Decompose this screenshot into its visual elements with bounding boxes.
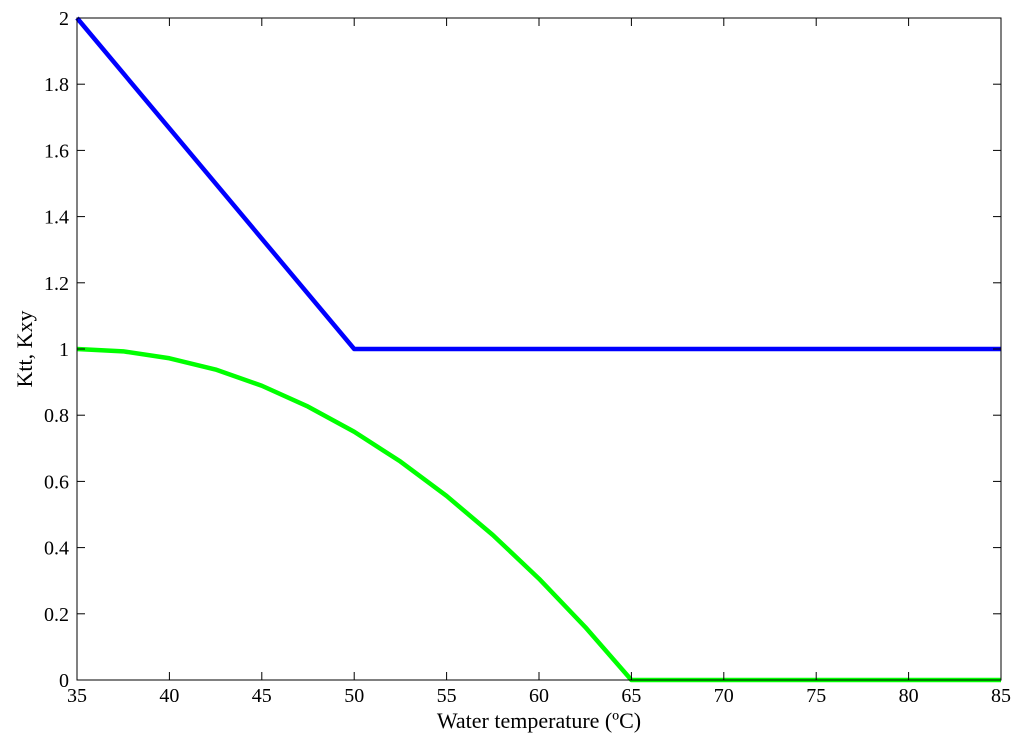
x-tick-label-7: 70 (714, 685, 734, 707)
y-tick-label-5: 1 (59, 339, 69, 361)
y-tick-label-4: 0.8 (44, 405, 69, 427)
x-tick-label-5: 60 (529, 685, 549, 707)
y-tick-label-1: 0.2 (44, 604, 69, 626)
x-axis-title: Water temperature (ºC) (437, 708, 641, 733)
series-line-0 (75, 16, 1001, 352)
y-tick-label-9: 1.8 (44, 74, 69, 96)
x-tick-label-10: 85 (991, 685, 1011, 707)
y-tick-label-10: 2 (59, 8, 69, 30)
x-tick-label-9: 80 (899, 685, 919, 707)
y-tick-label-6: 1.2 (44, 273, 69, 295)
y-tick-label-7: 1.4 (44, 207, 69, 229)
y-tick-label-0: 0 (59, 670, 69, 692)
x-tick-label-6: 65 (621, 685, 641, 707)
x-tick-label-1: 40 (159, 685, 179, 707)
x-tick-label-8: 75 (806, 685, 826, 707)
y-axis-title: Ktt, Kxy (12, 311, 37, 388)
y-tick-label-8: 1.6 (44, 140, 69, 162)
x-tick-label-4: 55 (437, 685, 457, 707)
y-tick-label-2: 0.4 (44, 538, 69, 560)
x-tick-label-2: 45 (252, 685, 272, 707)
series-line-1 (76, 346, 1001, 683)
x-tick-label-0: 35 (67, 685, 87, 707)
y-tick-label-3: 0.6 (44, 471, 69, 493)
series-layer (75, 16, 1001, 683)
x-tick-label-3: 50 (344, 685, 364, 707)
ticks-layer: 35 40 45 50 55 60 65 70 75 80 85 0 0.2 0.4 0.6 0.8 1 1.2 1… (44, 8, 1011, 707)
